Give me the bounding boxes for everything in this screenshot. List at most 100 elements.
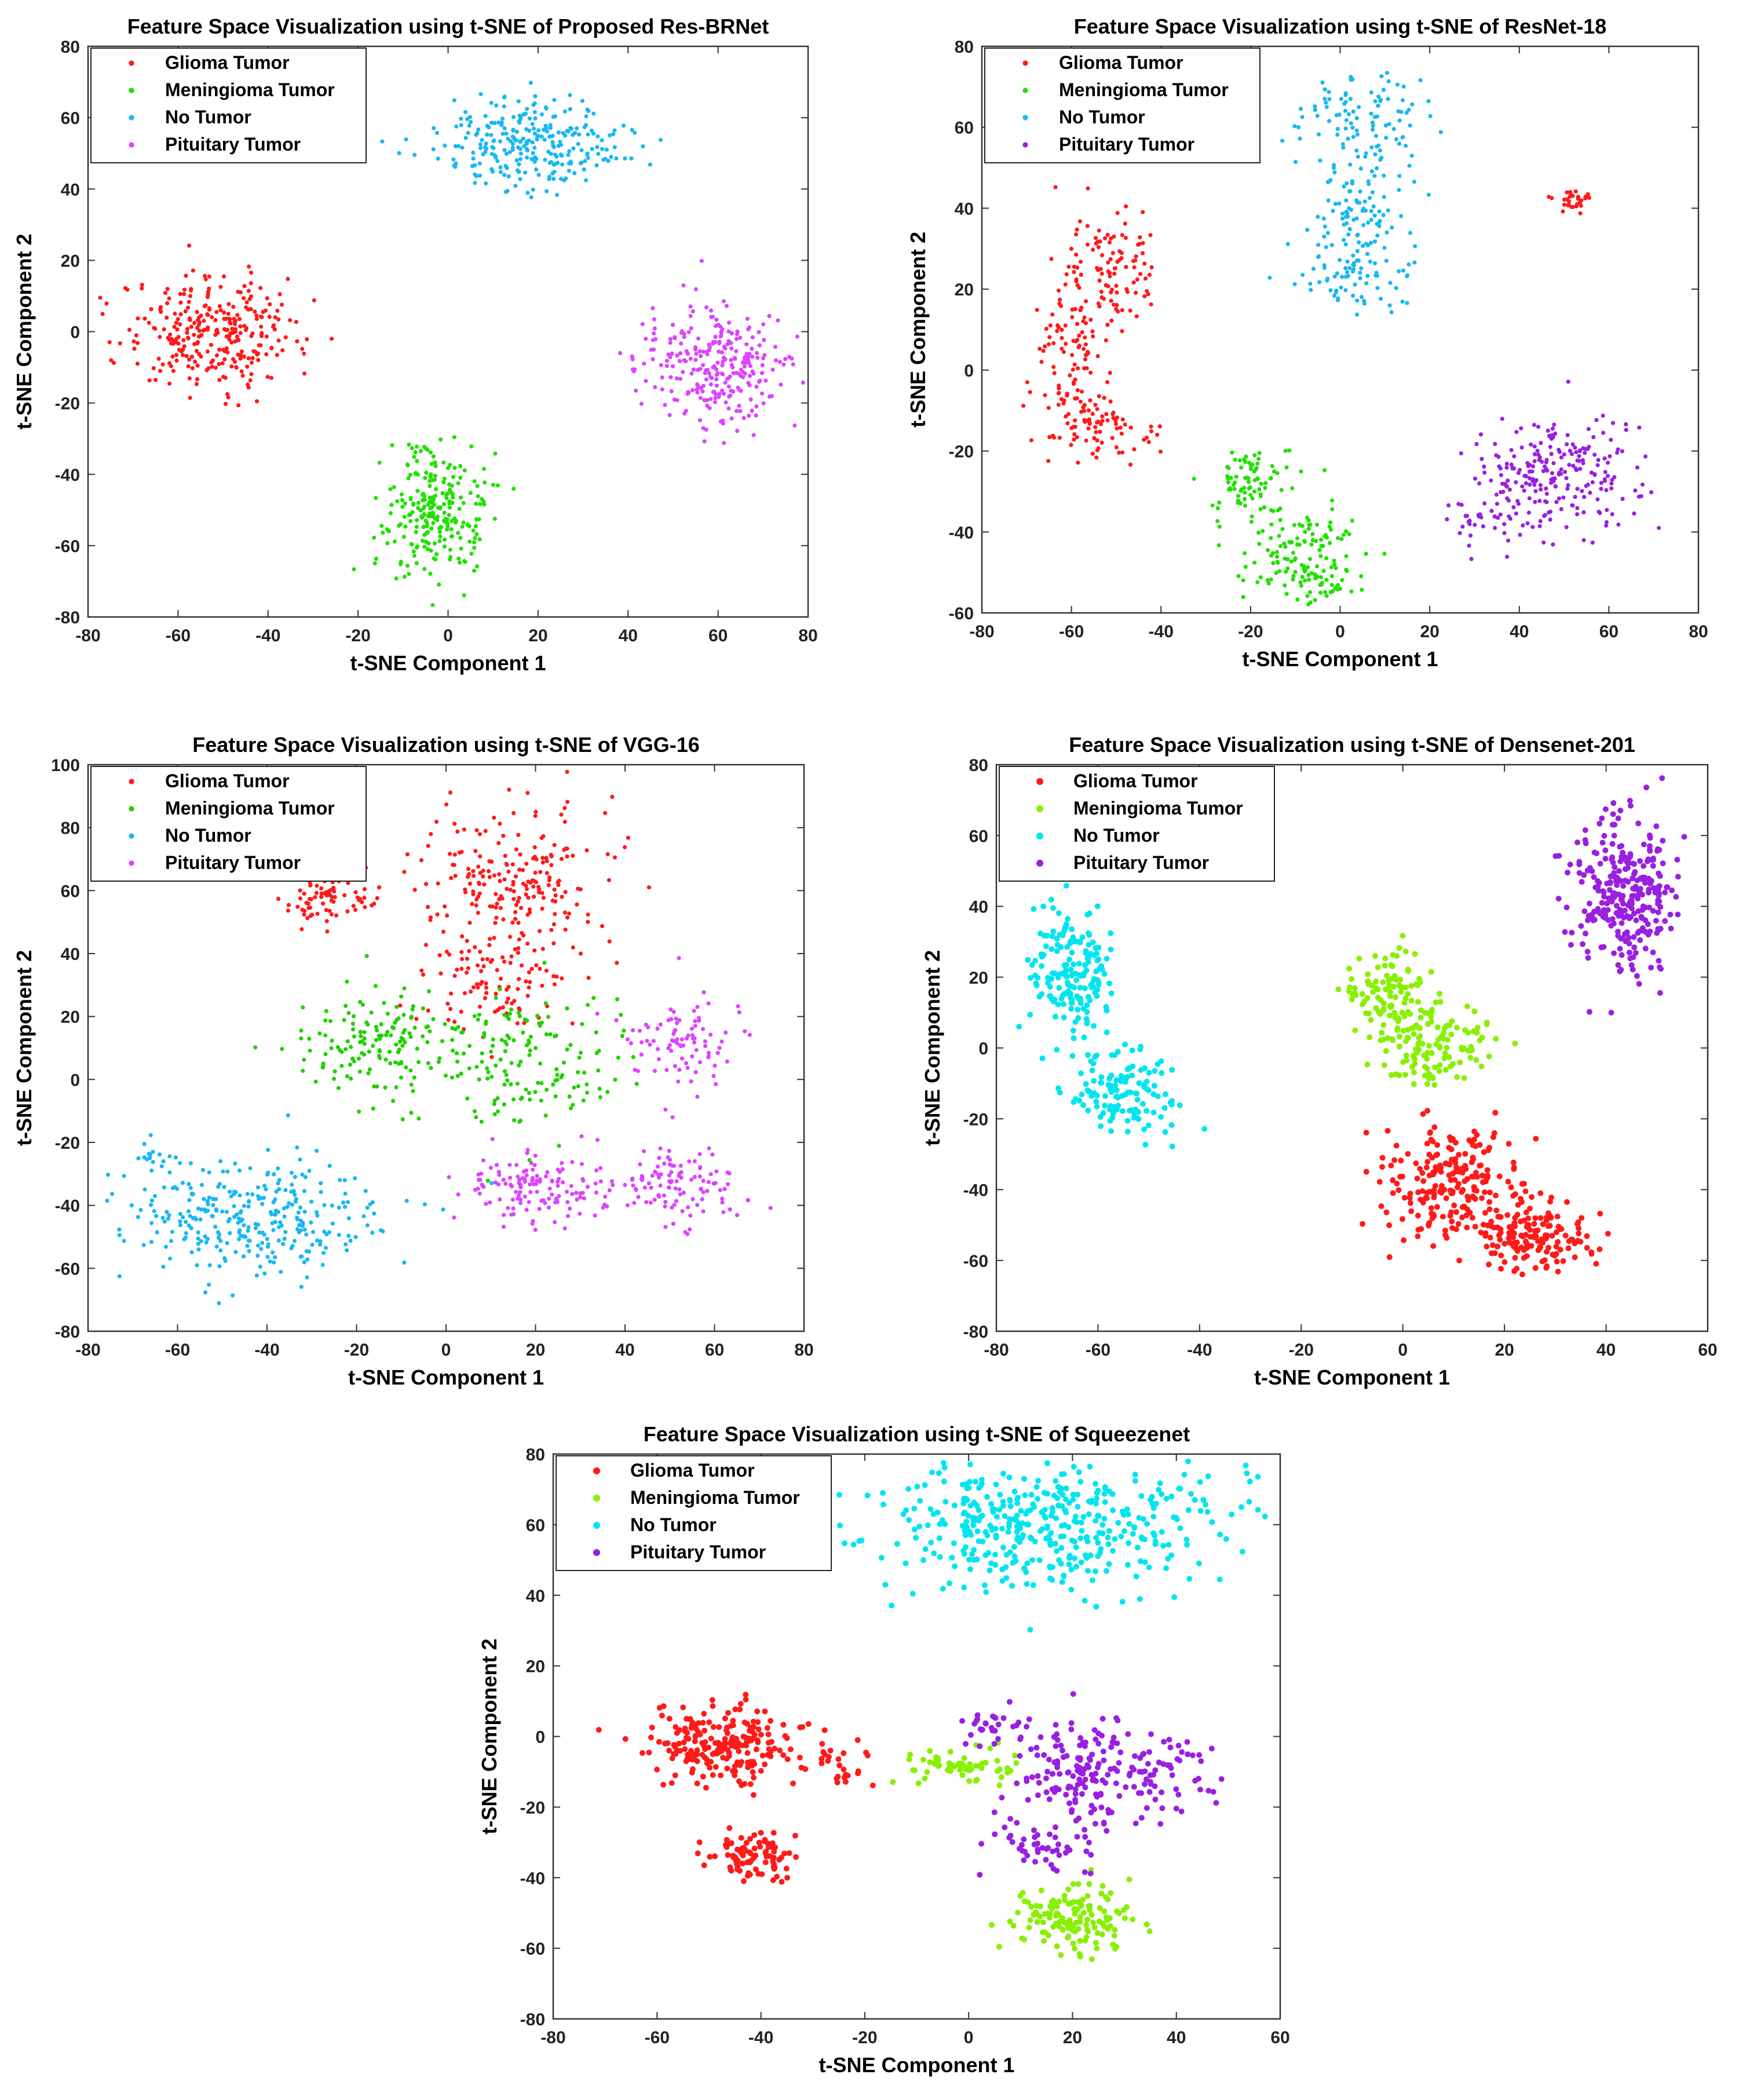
point-pituitary xyxy=(1648,965,1654,971)
point-pituitary xyxy=(675,1041,679,1046)
point-glioma xyxy=(612,855,617,860)
point-no xyxy=(547,134,552,139)
point-meningioma xyxy=(571,1102,575,1107)
point-glioma xyxy=(423,943,429,947)
point-no xyxy=(1334,290,1338,295)
point-no xyxy=(1084,955,1091,962)
point-glioma xyxy=(469,989,473,994)
y-tick-label: -80 xyxy=(55,608,80,627)
point-no xyxy=(1298,136,1302,141)
point-no xyxy=(1397,141,1402,146)
point-glioma xyxy=(1554,1258,1560,1265)
point-glioma xyxy=(516,899,520,904)
point-glioma xyxy=(1426,1173,1433,1178)
point-glioma xyxy=(500,955,505,960)
point-meningioma xyxy=(397,1039,403,1044)
point-glioma xyxy=(1424,1108,1431,1114)
point-meningioma xyxy=(1242,457,1247,462)
point-no xyxy=(143,1187,147,1192)
point-glioma xyxy=(1062,398,1066,403)
point-glioma xyxy=(1106,260,1110,265)
point-glioma xyxy=(190,366,195,371)
point-no xyxy=(1401,84,1406,89)
point-meningioma xyxy=(364,954,369,958)
point-no xyxy=(1098,1074,1105,1080)
point-no xyxy=(550,140,555,145)
point-no xyxy=(272,1172,276,1177)
point-no xyxy=(609,155,613,159)
point-pituitary xyxy=(714,384,719,388)
point-meningioma xyxy=(1432,1064,1438,1071)
point-glioma xyxy=(516,946,521,951)
point-no xyxy=(1047,984,1053,990)
point-pituitary xyxy=(1609,486,1614,491)
point-glioma xyxy=(559,857,564,861)
point-no xyxy=(502,95,507,100)
point-no xyxy=(568,159,573,164)
point-glioma xyxy=(1105,232,1110,238)
point-meningioma xyxy=(1243,503,1248,508)
y-tick-label: 0 xyxy=(70,1071,80,1090)
point-no xyxy=(337,1206,341,1210)
point-glioma xyxy=(1418,1226,1424,1232)
point-glioma xyxy=(1433,1164,1439,1170)
point-meningioma xyxy=(461,1051,466,1056)
point-no xyxy=(1366,220,1371,225)
point-glioma xyxy=(496,872,502,876)
point-meningioma xyxy=(1393,994,1399,1000)
point-meningioma xyxy=(1299,583,1304,588)
point-pituitary xyxy=(525,1151,529,1155)
point-glioma xyxy=(109,358,114,363)
point-no xyxy=(298,1218,303,1223)
point-no xyxy=(1027,975,1033,981)
point-glioma xyxy=(437,953,442,958)
point-pituitary xyxy=(1541,540,1546,545)
point-meningioma xyxy=(1474,1029,1480,1036)
point-glioma xyxy=(473,945,477,949)
x-tick-label: -40 xyxy=(1149,622,1174,641)
point-glioma xyxy=(1485,1222,1491,1229)
point-no xyxy=(539,112,545,117)
point-glioma xyxy=(1469,1215,1475,1221)
point-meningioma xyxy=(1328,520,1333,525)
point-pituitary xyxy=(496,1170,501,1174)
point-glioma xyxy=(1452,1168,1459,1175)
point-pituitary xyxy=(670,1163,674,1168)
point-pituitary xyxy=(719,388,725,393)
point-pituitary xyxy=(511,1206,516,1211)
point-no xyxy=(1309,287,1313,293)
point-no xyxy=(200,1168,205,1173)
point-no xyxy=(600,147,605,151)
point-meningioma xyxy=(301,1005,305,1010)
point-pituitary xyxy=(629,1041,633,1046)
point-no xyxy=(363,1189,368,1193)
point-glioma xyxy=(193,359,198,364)
y-axis-label: t-SNE Component 2 xyxy=(906,232,930,428)
point-glioma xyxy=(246,288,251,293)
point-no xyxy=(265,1255,270,1259)
point-no xyxy=(1091,1078,1097,1084)
point-no xyxy=(478,92,483,97)
point-pituitary xyxy=(1552,422,1557,427)
point-glioma xyxy=(552,982,557,987)
point-meningioma xyxy=(317,1031,322,1036)
point-meningioma xyxy=(1258,494,1263,499)
point-glioma xyxy=(1065,392,1069,396)
point-no xyxy=(1397,174,1402,178)
point-pituitary xyxy=(1618,967,1624,973)
point-no xyxy=(1376,104,1380,108)
point-no xyxy=(290,1182,294,1187)
point-glioma xyxy=(1078,308,1083,313)
point-meningioma xyxy=(1381,1062,1387,1068)
point-pituitary xyxy=(736,385,740,390)
point-glioma xyxy=(1141,241,1145,246)
point-pituitary xyxy=(773,358,778,363)
point-pituitary xyxy=(1583,930,1588,937)
point-glioma xyxy=(111,360,116,366)
point-pituitary xyxy=(1575,512,1580,517)
point-pituitary xyxy=(618,350,623,356)
point-meningioma xyxy=(399,994,404,999)
point-pituitary xyxy=(731,371,736,375)
point-pituitary xyxy=(635,1069,640,1073)
point-no xyxy=(1351,253,1356,258)
